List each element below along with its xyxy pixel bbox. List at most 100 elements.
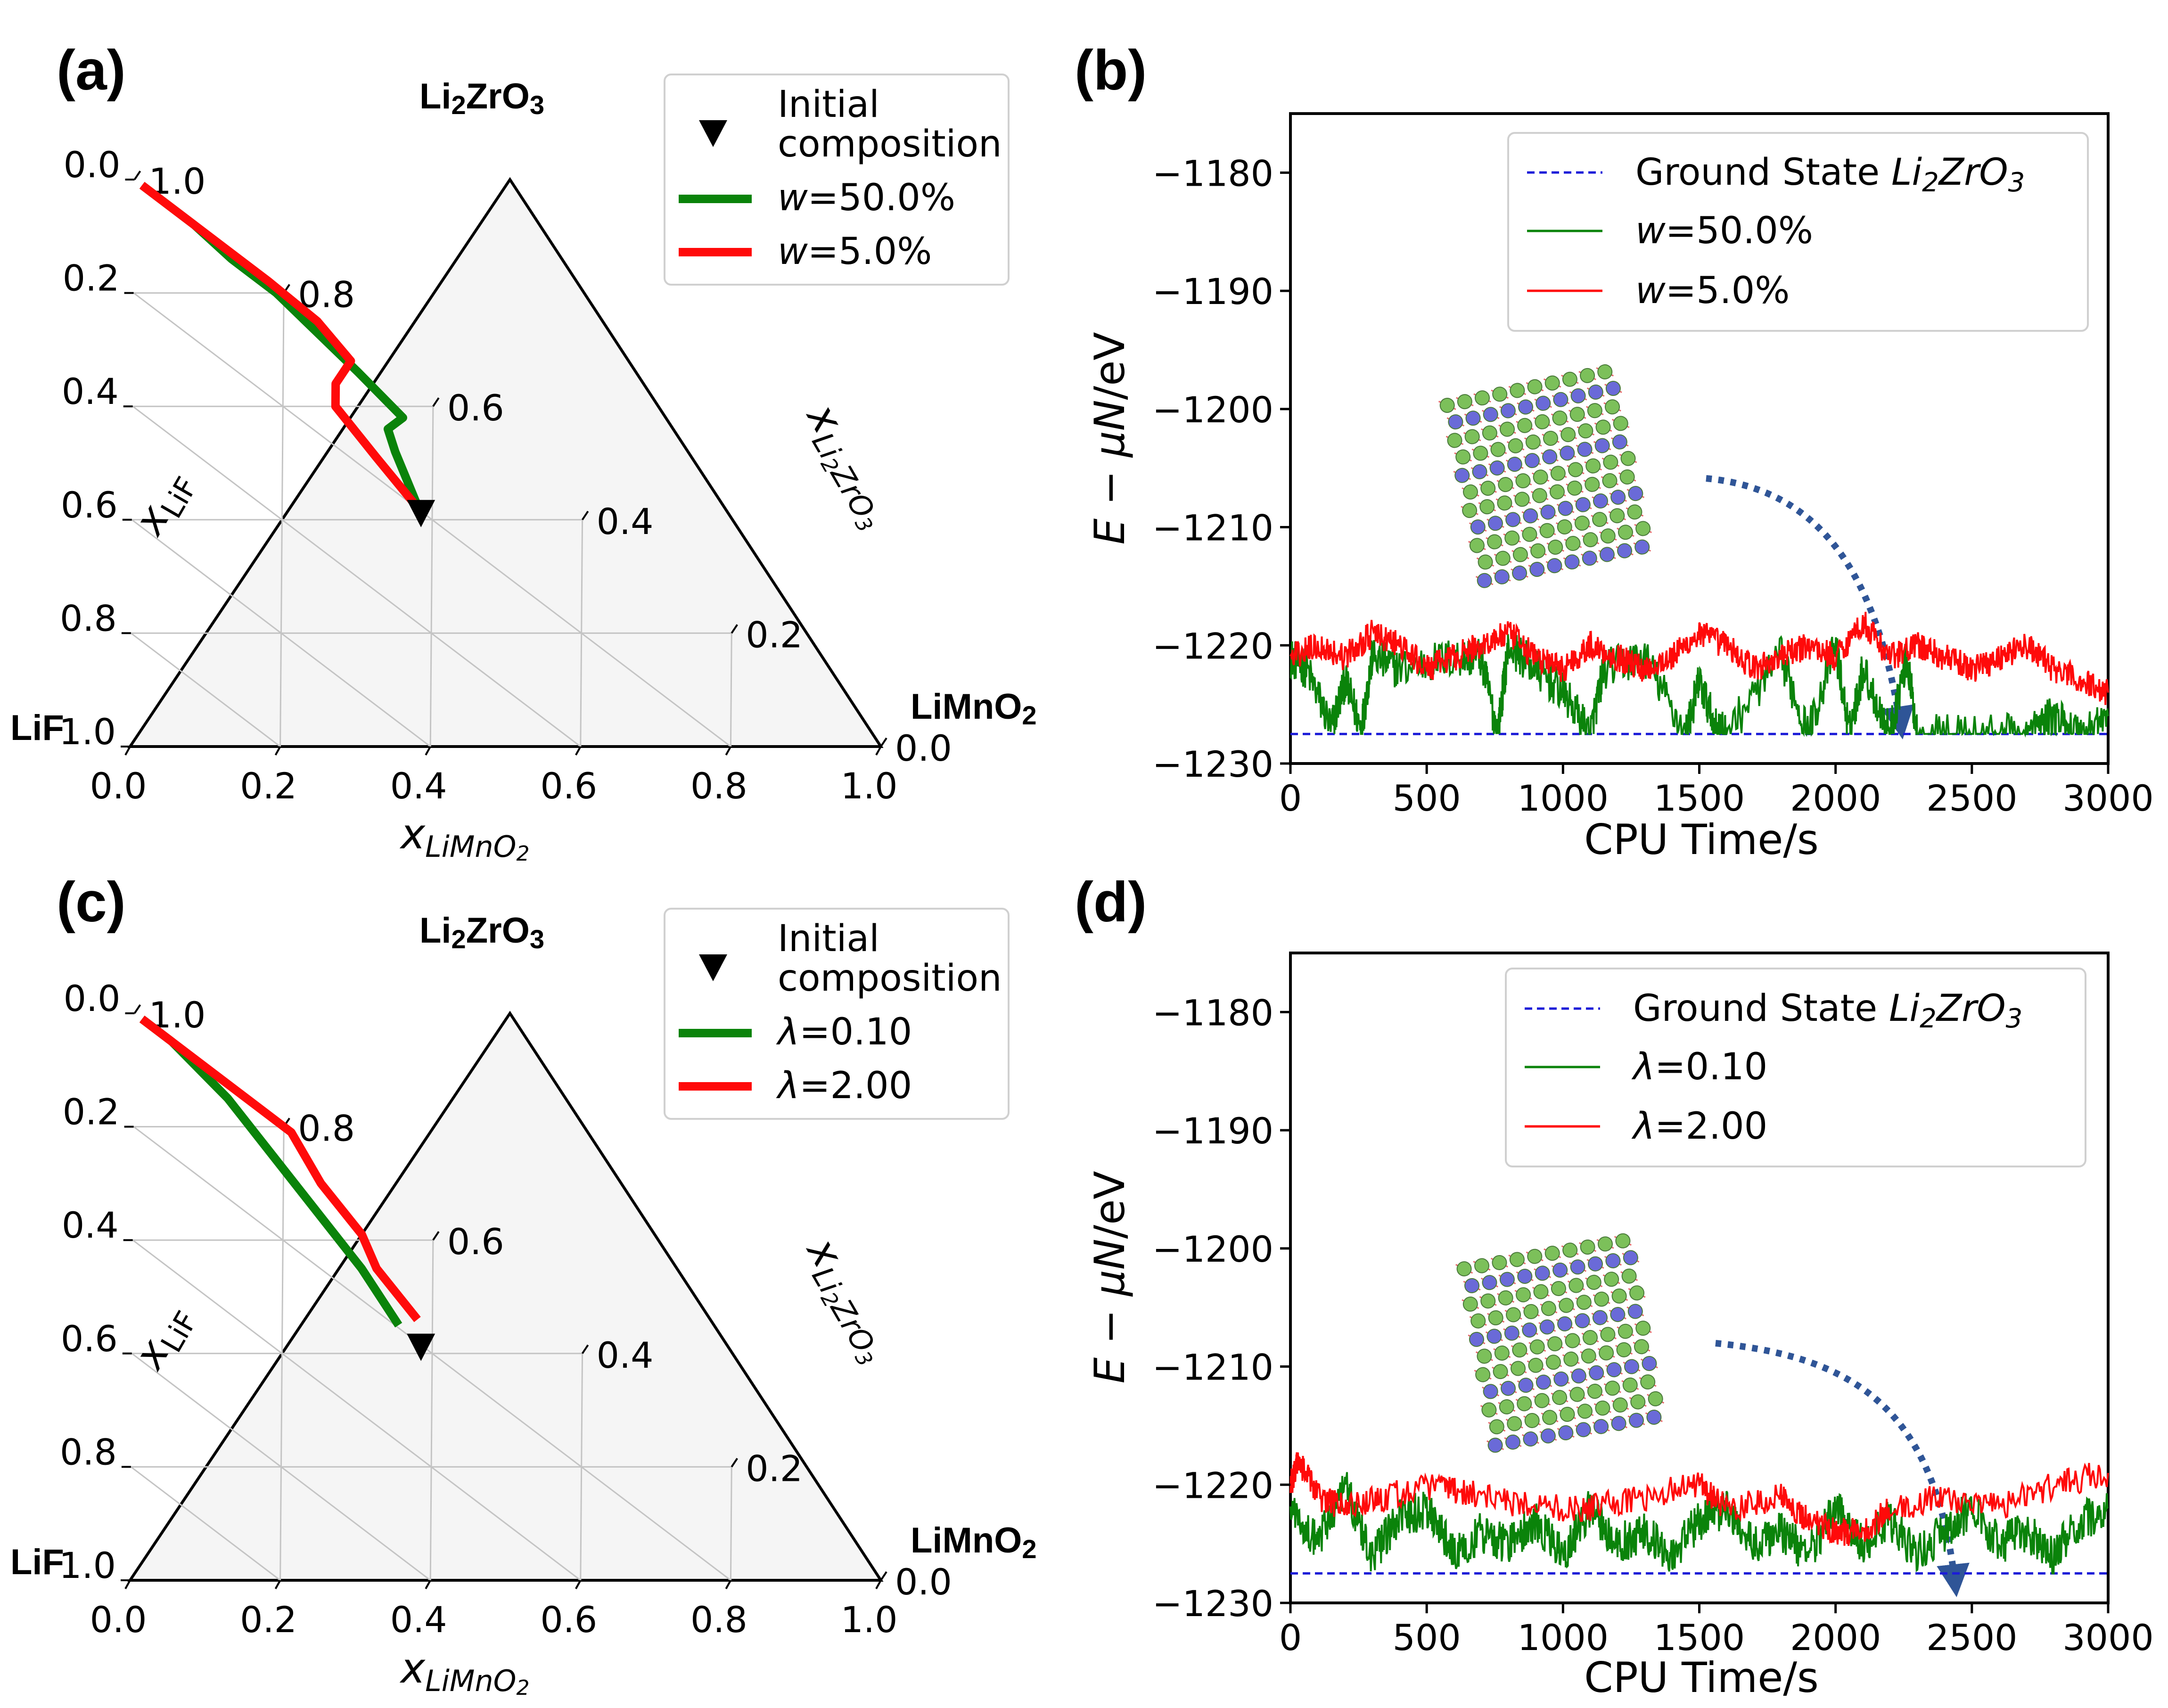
atom-green bbox=[1592, 512, 1608, 527]
x-tick-label: 3000 bbox=[2062, 1617, 2153, 1659]
atom-green bbox=[1529, 1339, 1545, 1355]
tick-label-bottom: 1.0 bbox=[841, 765, 898, 807]
legend-marker-initial-a bbox=[699, 120, 727, 147]
tick-label-bottom: 0.0 bbox=[90, 765, 147, 807]
ternary-tick bbox=[731, 1458, 738, 1468]
atom-blue bbox=[1558, 1425, 1574, 1441]
atom-blue bbox=[1611, 1416, 1626, 1431]
legend-box-c bbox=[664, 908, 1010, 1120]
atom-blue bbox=[1540, 1428, 1556, 1444]
atom-green bbox=[1629, 1285, 1645, 1301]
atom-blue bbox=[1624, 1359, 1640, 1374]
x-tick-label: 500 bbox=[1393, 777, 1461, 819]
x-tick-label: 2000 bbox=[1790, 777, 1881, 819]
atom-green bbox=[1578, 423, 1593, 439]
atom-green bbox=[1620, 451, 1636, 466]
legend-label-green-c: λ=0.10 bbox=[776, 1011, 912, 1053]
tick-label-right: 0.6 bbox=[447, 1221, 504, 1263]
left-axis-label-c: xLiF bbox=[124, 1296, 205, 1381]
x-tick-label: 2500 bbox=[1926, 777, 2017, 819]
atom-green bbox=[1533, 469, 1548, 485]
atom-green bbox=[1600, 528, 1616, 544]
vertex-label-right-c: LiMnO2 bbox=[911, 1520, 1037, 1564]
atom-blue bbox=[1523, 508, 1538, 524]
atom-blue bbox=[1610, 1307, 1626, 1322]
atom-green bbox=[1605, 399, 1620, 415]
legend-a: Initial composition w=50.0% w=5.0% bbox=[664, 74, 1010, 286]
atom-blue bbox=[1524, 453, 1540, 468]
atom-blue bbox=[1575, 1313, 1590, 1329]
legend-c: Initial composition λ=0.10 λ=2.00 bbox=[664, 908, 1010, 1120]
y-tick-label: −1180 bbox=[1152, 152, 1273, 194]
ternary-tick bbox=[875, 746, 882, 755]
atom-green bbox=[1517, 1396, 1532, 1412]
panel-a: (a) 0.00.0 1.00.20.2 0.80.40.4 0.60.60.6 0.4… bbox=[10, 39, 1037, 866]
atom-green bbox=[1557, 519, 1572, 534]
atom-green bbox=[1508, 438, 1523, 453]
atom-blue bbox=[1592, 1310, 1608, 1325]
tick-label-right: 0.8 bbox=[298, 1108, 355, 1150]
atom-green bbox=[1597, 1236, 1613, 1252]
legend-label-ground-b: Ground State Li2ZrO3 bbox=[1635, 151, 2025, 198]
tick-label-right: 0.4 bbox=[597, 501, 654, 542]
svg-text:xLiF: xLiF bbox=[124, 1296, 205, 1381]
atom-green bbox=[1447, 433, 1462, 448]
atom-green bbox=[1599, 1345, 1614, 1361]
atom-blue bbox=[1489, 460, 1505, 476]
ternary-tick bbox=[274, 746, 281, 755]
atom-blue bbox=[1558, 501, 1573, 516]
ternary-tick bbox=[133, 170, 141, 181]
atom-green bbox=[1560, 427, 1576, 443]
atom-blue bbox=[1552, 1262, 1568, 1278]
atom-green bbox=[1488, 1310, 1503, 1326]
atom-green bbox=[1627, 504, 1642, 520]
atom-green bbox=[1595, 419, 1611, 435]
atom-green bbox=[1581, 1348, 1596, 1364]
atom-green bbox=[1498, 477, 1513, 493]
atom-blue bbox=[1469, 1331, 1484, 1347]
right-axis-label-c: xLi2ZrO3 bbox=[797, 1229, 881, 1371]
tick-label-left: 1.0 bbox=[59, 711, 116, 753]
atom-green bbox=[1544, 1246, 1560, 1261]
ternary-tick bbox=[133, 1004, 141, 1014]
atom-green bbox=[1462, 484, 1478, 500]
ternary-tick bbox=[725, 1580, 732, 1589]
atom-green bbox=[1562, 1242, 1578, 1258]
atom-green bbox=[1523, 1304, 1539, 1319]
atom-green bbox=[1574, 516, 1590, 531]
ternary-ticks-c: 0.00.0 1.00.20.2 0.80.40.4 0.60.60.6 0.40.80… bbox=[59, 977, 952, 1641]
atom-green bbox=[1509, 1252, 1525, 1267]
atom-green bbox=[1456, 1261, 1472, 1277]
atom-green bbox=[1500, 421, 1515, 437]
atom-green bbox=[1635, 521, 1651, 536]
tick-label-bottom: 0.2 bbox=[240, 1599, 297, 1641]
atom-green bbox=[1478, 554, 1493, 570]
ternary-tick bbox=[725, 746, 732, 755]
tick-label-left: 0.6 bbox=[61, 484, 118, 526]
tick-label-right: 0.2 bbox=[746, 1447, 803, 1489]
tick-label-bottom: 0.4 bbox=[390, 1599, 447, 1641]
atom-blue bbox=[1501, 1380, 1516, 1396]
x-tick-label: 1500 bbox=[1654, 777, 1745, 819]
ternary-tick bbox=[432, 1231, 440, 1241]
panel-label-a: (a) bbox=[57, 39, 126, 102]
ternary-gridline bbox=[132, 1240, 581, 1581]
atom-green bbox=[1516, 1287, 1531, 1303]
y-tick-label: −1200 bbox=[1152, 1228, 1273, 1270]
x-tick-label: 3000 bbox=[2062, 777, 2153, 819]
tick-label-right: 0.2 bbox=[746, 614, 803, 656]
atom-green bbox=[1618, 1323, 1633, 1339]
atom-green bbox=[1648, 1391, 1663, 1406]
crystal-structure-image-b bbox=[1438, 364, 1652, 588]
crystal-structure-image-d bbox=[1455, 1233, 1665, 1453]
x-tick-label: 1000 bbox=[1518, 1617, 1609, 1659]
atom-blue bbox=[1529, 562, 1545, 577]
atom-green bbox=[1562, 371, 1577, 387]
atom-blue bbox=[1560, 445, 1575, 461]
atom-green bbox=[1612, 1397, 1628, 1413]
atom-green bbox=[1551, 1281, 1566, 1297]
vertex-label-left-c: LiF bbox=[10, 1542, 64, 1582]
x-tick-label: 0 bbox=[1279, 777, 1302, 819]
xlabel-d: CPU Time/s bbox=[1584, 1653, 1819, 1702]
atom-green bbox=[1587, 403, 1602, 419]
